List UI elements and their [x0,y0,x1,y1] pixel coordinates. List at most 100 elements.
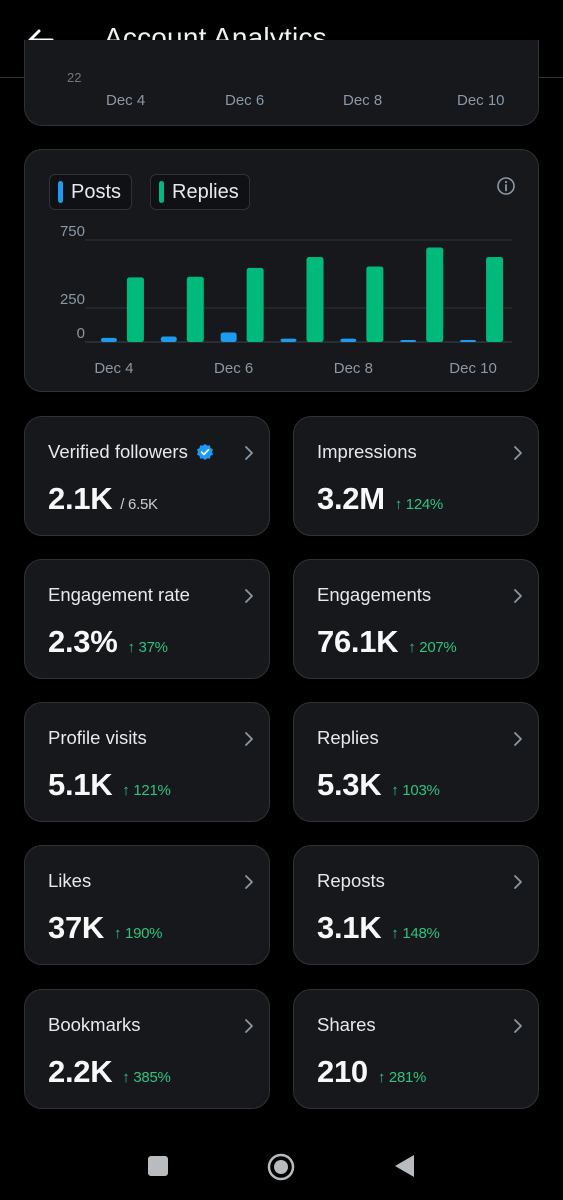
chevron-right-icon [514,732,522,746]
stat-label-text: Shares [317,1014,376,1035]
bar-posts-dec-4[interactable] [100,337,117,342]
bar-chart: 0 250 750 Dec 4 Dec 6 Dec 8 Dec 10 [60,223,512,377]
bar-replies-dec-4[interactable] [126,277,144,342]
activity-chart-card: Posts Replies 0 250 750 Dec 4 Dec 6 Dec 8 Dec … [24,149,539,392]
x-tick-label: Dec 10 [449,360,497,377]
x-tick-label: Dec 4 [106,92,146,109]
x-tick-label: Dec 8 [343,92,383,109]
stat-value: 3.2M [317,481,385,516]
legend-posts[interactable]: Posts [49,174,133,210]
legend-swatch [159,181,164,203]
chevron-right-icon [245,589,253,603]
stat-value: 76.1K [317,624,399,659]
x-tick-label: Dec 8 [334,360,373,377]
y-tick-label: 22 [67,70,82,85]
stat-change: ↑ 281% [377,1069,427,1086]
stat-value-row: 2.2K ↑ 385% [48,1054,171,1090]
back-nav-button[interactable] [392,1153,416,1179]
chevron-right-icon [514,875,522,889]
stat-value: 3.1K [317,910,382,945]
previous-chart-card: 22 Dec 4 Dec 6 Dec 8 Dec 10 [24,40,539,126]
x-tick-label: Dec 6 [225,92,265,109]
stat-change: ↑ 124% [394,496,444,513]
stat-value-row: 3.2M ↑ 124% [317,481,443,517]
stat-card[interactable]: Replies 5.3K ↑ 103% [293,702,539,822]
stat-value: 5.3K [317,767,382,802]
stat-label: Replies [317,727,379,749]
stat-card[interactable]: Shares 210 ↑ 281% [293,989,539,1109]
bar-posts-dec-6[interactable] [220,332,237,342]
bar-replies-dec-7[interactable] [306,257,324,342]
x-tick-label: Dec 4 [94,360,133,377]
stat-change: ↑ 37% [127,639,168,656]
stat-label: Impressions [317,441,417,463]
stat-label-text: Profile visits [48,727,147,748]
stat-value: 2.1K [48,481,113,516]
home-button[interactable] [266,1152,296,1182]
bar-replies-dec-10[interactable] [486,257,504,342]
bar-replies-dec-8[interactable] [366,266,384,342]
stat-label-text: Impressions [317,441,417,462]
stat-card[interactable]: Likes 37K ↑ 190% [24,845,270,965]
system-nav-bar [0,1130,563,1200]
chevron-right-icon [514,589,522,603]
stat-card[interactable]: Impressions 3.2M ↑ 124% [293,416,539,536]
y-tick-label: 250 [60,291,85,308]
stat-label-text: Replies [317,727,379,748]
verified-badge-icon [196,443,213,461]
legend-replies[interactable]: Replies [150,174,250,210]
bar-posts-dec-8[interactable] [340,338,357,342]
chevron-right-icon [245,1019,253,1033]
stat-label: Profile visits [48,727,147,749]
stat-label: Reposts [317,870,385,892]
chevron-right-icon [514,1019,522,1033]
stat-card[interactable]: Bookmarks 2.2K ↑ 385% [24,989,270,1109]
stat-label: Likes [48,870,91,892]
stat-change: ↑ 103% [391,782,440,799]
bar-posts-dec-7[interactable] [280,338,297,342]
x-tick-label: Dec 10 [457,92,505,109]
stat-label: Engagement rate [48,584,190,606]
legend-label: Posts [71,180,122,203]
y-tick-label: 750 [60,223,85,240]
stat-change: ↑ 121% [122,782,171,799]
stat-value-row: 3.1K ↑ 148% [317,910,440,946]
stat-value-row: 5.1K ↑ 121% [48,767,171,803]
stat-total: / 6.5K [120,496,158,513]
stat-label-text: Engagement rate [48,584,190,605]
stat-card[interactable]: Verified followers 2.1K / 6.5K [24,416,270,536]
stat-value-row: 210 ↑ 281% [317,1054,426,1090]
info-icon[interactable] [496,176,516,196]
stat-value-row: 37K ↑ 190% [48,910,163,946]
stat-value-row: 2.1K / 6.5K [48,481,158,517]
stat-value: 2.2K [48,1054,113,1089]
x-tick-label: Dec 6 [214,360,253,377]
stat-label-text: Engagements [317,584,432,605]
bar-posts-dec-9[interactable] [400,339,417,342]
stat-card[interactable]: Engagement rate 2.3% ↑ 37% [24,559,270,679]
stat-label: Bookmarks [48,1014,141,1036]
bar-replies-dec-5[interactable] [186,276,204,342]
chevron-right-icon [245,446,253,460]
stat-card[interactable]: Engagements 76.1K ↑ 207% [293,559,539,679]
recent-apps-button[interactable] [147,1155,169,1177]
stat-value: 2.3% [48,624,118,659]
legend-label: Replies [172,180,239,203]
stat-card[interactable]: Profile visits 5.1K ↑ 121% [24,702,270,822]
stat-value-row: 2.3% ↑ 37% [48,624,168,660]
chevron-right-icon [245,875,253,889]
stat-value-row: 76.1K ↑ 207% [317,624,457,660]
stat-label: Verified followers [48,441,214,463]
stat-label-text: Likes [48,870,92,891]
stat-card[interactable]: Reposts 3.1K ↑ 148% [293,845,539,965]
bar-posts-dec-10[interactable] [460,339,477,342]
bar-replies-dec-6[interactable] [246,267,264,342]
stat-change: ↑ 385% [122,1069,171,1086]
chevron-right-icon [514,446,522,460]
bar-replies-dec-9[interactable] [426,247,444,342]
legend-swatch [58,181,63,203]
stat-label-text: Verified followers [48,441,188,462]
stat-label: Engagements [317,584,431,606]
stat-label-text: Bookmarks [48,1014,141,1035]
bar-posts-dec-5[interactable] [160,336,177,342]
